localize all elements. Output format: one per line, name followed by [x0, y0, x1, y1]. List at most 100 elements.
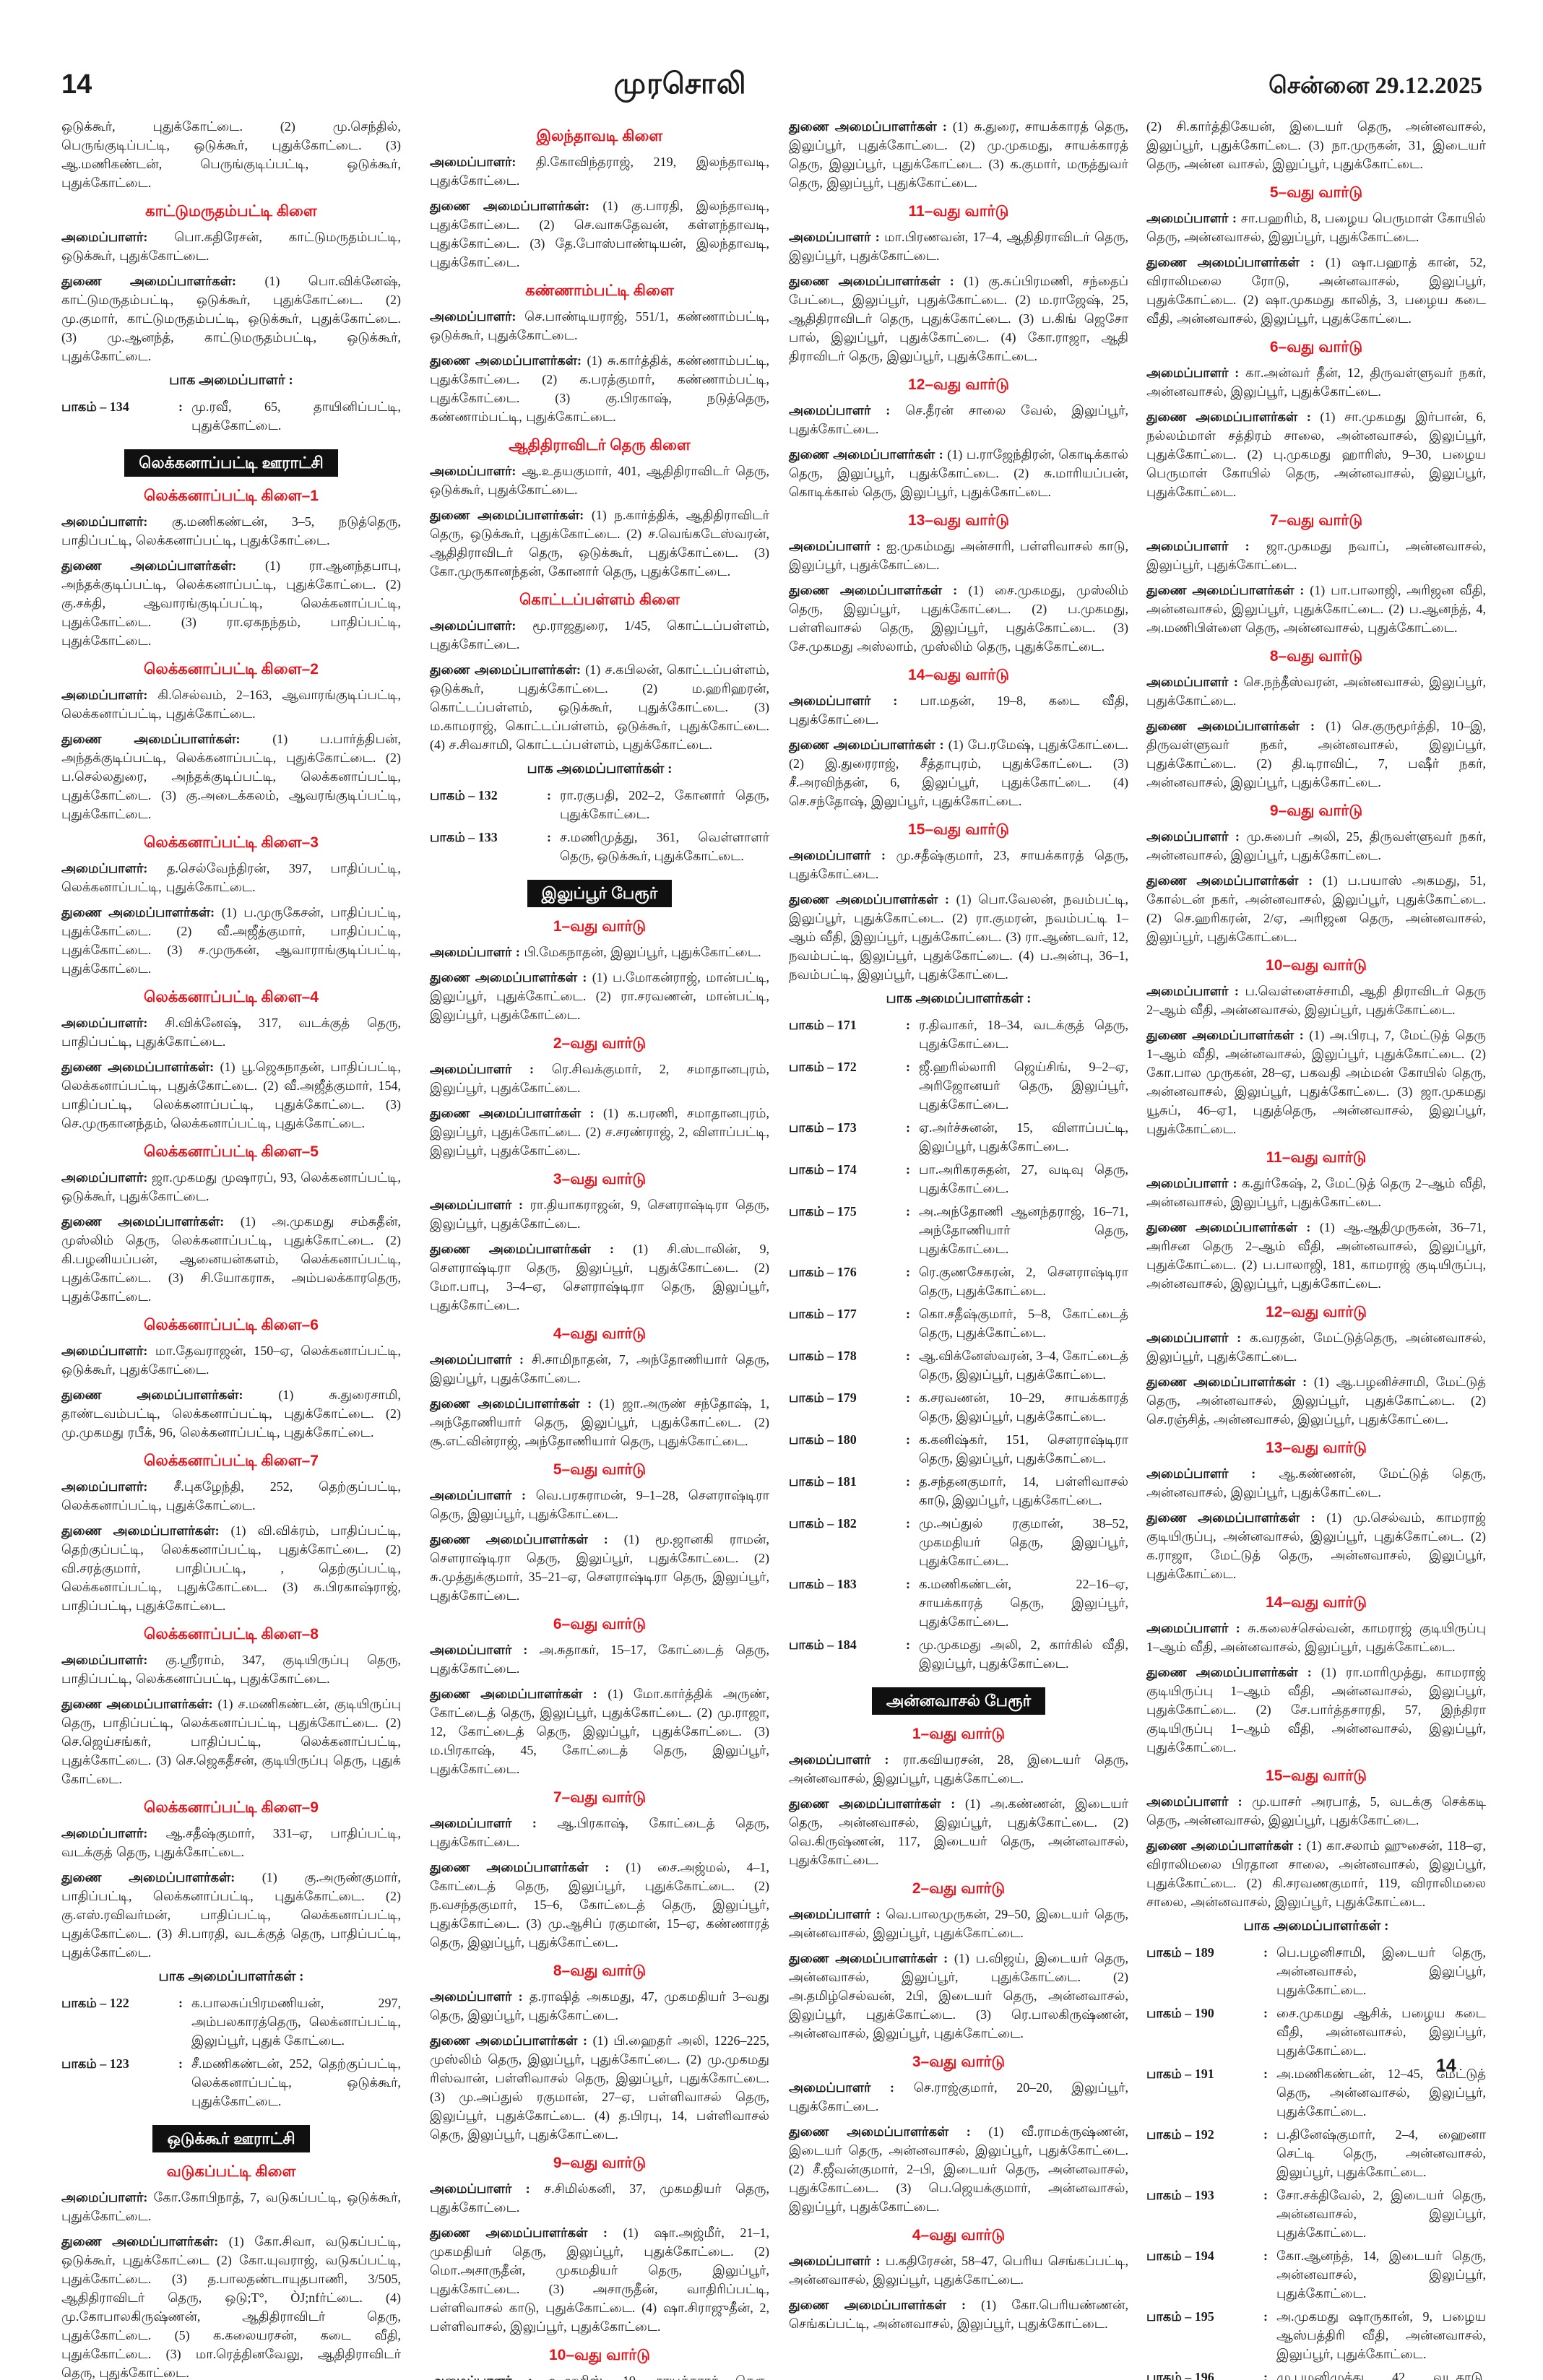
separator: :	[906, 1162, 910, 1177]
header-page-number: 14	[61, 69, 92, 100]
organizer-paragraph: துணை அமைப்பாளர்கள்: (1) ந.கார்த்திக், ஆத…	[430, 508, 769, 579]
organizer-paragraph: துணை அமைப்பாளர்கள் : (1) ப.விஜய், இடையர்…	[789, 1951, 1128, 2041]
branch-ward-header: லெக்கனாப்பட்டி கிளை–7	[144, 1453, 319, 1469]
branch-ward-header: கொட்டப்பள்ளம் கிளை	[519, 592, 680, 608]
part-organizer-detail: சை.முகமது ஆசிக், பழைய கடை வீதி, அன்னவாசல…	[1276, 2006, 1486, 2058]
branch-ward-header: 12–வது வார்டு	[1266, 1304, 1367, 1320]
role-label: துணை அமைப்பாளர்கள் :	[789, 274, 964, 288]
role-label: துணை அமைப்பாளர்கள்:	[61, 1523, 231, 1538]
role-label: துணை அமைப்பாளர்கள்:	[430, 199, 603, 213]
panchayat-header: ஒடுக்கூர் ஊராட்சி	[152, 2125, 310, 2152]
part-organizer-row: பாகம் – 176: ரெ.குணசேகரன், 2, சௌராஷ்டிரா …	[789, 1263, 1128, 1300]
organizer-paragraph: துணை அமைப்பாளர்கள் : (1) சை.அஜ்மல், 4–1,…	[430, 1860, 769, 1950]
part-number: பாகம் – 122	[61, 1996, 129, 2010]
column-1: ஒடுக்கூர், புதுக்கோட்டை. (2) மு.செந்தில்…	[61, 117, 401, 2380]
separator: :	[1263, 2067, 1268, 2081]
role-label: துணை அமைப்பாளர்கள் :	[1146, 1665, 1321, 1679]
role-label: அமைப்பாளர் :	[430, 1352, 532, 1367]
role-label: துணை அமைப்பாளர்கள் :	[1146, 255, 1326, 269]
branch-ward-header: லெக்கனாப்பட்டி கிளை–5	[144, 1143, 319, 1160]
role-label: அமைப்பாளர்:	[61, 230, 175, 244]
branch-ward-header: லெக்கனாப்பட்டி கிளை–2	[144, 661, 319, 678]
branch-ward-header: 13–வது வார்டு	[1266, 1440, 1367, 1456]
role-label: அமைப்பாளர் :	[430, 1488, 536, 1502]
organizer-paragraph: அமைப்பாளர்: கு.ஸ்ரீராம், 347, குடியிருப்…	[61, 1653, 401, 1686]
part-organizer-row: பாகம் – 195: அ.முகமது ஷாருகான், 9, பழைய ஆ…	[1146, 2307, 1486, 2363]
role-label: அமைப்பாளர்:	[61, 514, 172, 529]
branch-ward-header: ஆதிதிராவிடர் தெரு கிளை	[509, 437, 691, 454]
organizer-paragraph: துணை அமைப்பாளர்கள் : (1) மோ.கார்த்திக் அ…	[430, 1687, 769, 1776]
part-number: பாகம் – 191	[1146, 2067, 1214, 2081]
role-label: துணை அமைப்பாளர்கள் :	[789, 119, 953, 134]
organizer-paragraph: அமைப்பாளர்: மூ.ராஜதுரை, 1/45, கொட்டப்பள்…	[430, 618, 770, 652]
part-organizer-detail: கோ.ஆனந்த், 14, இடையர் தெரு, அன்னவாசல், இ…	[1276, 2249, 1486, 2301]
role-label: அமைப்பாளர் :	[430, 2373, 549, 2380]
organizer-paragraph: அமைப்பாளர் : பி.மேகநாதன், இலுப்பூர், புத…	[430, 945, 761, 959]
organizer-paragraph: அமைப்பாளர் : க.வரதன், மேட்டுத்தெரு, அன்ன…	[1146, 1330, 1487, 1364]
role-label: துணை அமைப்பாளர்கள் :	[1146, 873, 1323, 888]
part-organizer-row: பாகம் – 192: ப.தினேஷ்குமார், 2–4, ஹைனா செ…	[1146, 2125, 1486, 2181]
role-label: துணை அமைப்பாளர்கள் :	[430, 1532, 624, 1546]
organizer-paragraph: துணை அமைப்பாளர்கள்: (1) வி.விக்ரம், பாதி…	[61, 1523, 401, 1613]
organizer-paragraph: அமைப்பாளர் : க.துர்கேஷ், 2, மேட்டுத் தெர…	[1146, 1176, 1487, 1209]
part-number: பாகம் – 184	[789, 1637, 857, 1652]
branch-ward-header: 7–வது வார்டு	[1269, 512, 1363, 529]
role-label: துணை அமைப்பாளர்கள் :	[430, 1242, 634, 1256]
part-number: பாகம் – 175	[789, 1204, 857, 1219]
role-label: துணை அமைப்பாளர்கள்:	[61, 1388, 279, 1402]
role-label: அமைப்பாளர் :	[789, 403, 906, 417]
organizer-paragraph: அமைப்பாளர் : ரெ.சிவக்குமார், 2, சமாதானபு…	[430, 1062, 769, 1095]
separator: :	[906, 1516, 910, 1531]
part-number: பாகம் – 196	[1146, 2370, 1214, 2380]
role-label: அமைப்பாளர்:	[61, 1653, 165, 1667]
organizer-paragraph: அமைப்பாளர்: சீ.புகழேந்தி, 252, தெற்குப்ப…	[61, 1479, 401, 1513]
role-label: அமைப்பாளர் :	[1146, 1794, 1252, 1809]
part-organizer-detail: அ.அந்தோணி ஆனந்தராஜ், 16–71, அந்தோணியார் …	[919, 1204, 1128, 1256]
role-label: துணை அமைப்பாளர்கள் :	[789, 2298, 982, 2312]
part-number: பாகம் – 177	[789, 1307, 857, 1321]
organizer-paragraph: துணை அமைப்பாளர்கள் : (1) ஷா.அஜ்மீர், 21–…	[430, 2225, 769, 2334]
part-number: பாகம் – 195	[1146, 2309, 1214, 2324]
branch-ward-header: 10–வது வார்டு	[549, 2347, 650, 2363]
organizer-paragraph: துணை அமைப்பாளர்கள் : (1) ரா.மாரிமுத்து, …	[1146, 1665, 1486, 1754]
part-number: பாகம் – 172	[789, 1060, 857, 1074]
separator: :	[906, 1637, 910, 1652]
organizer-paragraph: துணை அமைப்பாளர்கள் : (1) ஷா.பஹாத் கான், …	[1146, 255, 1486, 326]
part-number: பாகம் – 194	[1146, 2249, 1214, 2263]
part-organizer-detail: ரா.ரகுபதி, 202–2, கோனார் தெரு, புதுக்கோட…	[560, 788, 769, 821]
column-3: துணை அமைப்பாளர்கள் : (1) சு.துரை, சாயக்க…	[789, 117, 1128, 2340]
part-organizers-subheader: பாக அமைப்பாளர்கள் :	[527, 761, 673, 776]
part-organizer-detail: பா.அரிகரசுதன், 27, வடிவு தெரு, புதுக்கோட…	[919, 1162, 1128, 1195]
organizer-paragraph: அமைப்பாளர் : ஆ.பிரகாஷ், கோட்டைத் தெரு, ப…	[430, 1816, 769, 1849]
branch-ward-header: 2–வது வார்டு	[553, 1035, 647, 1052]
organizer-paragraph: அமைப்பாளர்: ஆ.உதயகுமார், 401, ஆதிதிராவிட…	[430, 464, 769, 497]
branch-ward-header: வடுகப்பட்டி கிளை	[166, 2163, 296, 2180]
branch-ward-header: லெக்கனாப்பட்டி கிளை–3	[144, 834, 319, 851]
part-number: பாகம் – 180	[789, 1432, 857, 1447]
separator: :	[1263, 2249, 1268, 2263]
organizer-paragraph: துணை அமைப்பாளர்கள் : (1) ஆ.பழனிச்சாமி, ம…	[1146, 1375, 1486, 1427]
branch-ward-header: 7–வது வார்டு	[553, 1789, 647, 1806]
part-organizer-detail: பெ.பழனிசாமி, இடையர் தெரு, அன்னவாசல், இலு…	[1276, 1945, 1486, 1997]
role-label: துணை அமைப்பாளர்கள் :	[789, 447, 948, 462]
role-label: துணை அமைப்பாளர்கள் :	[1146, 583, 1310, 597]
organizer-paragraph: அமைப்பாளர் : மு.சதீஷ்குமார், 23, சாயக்கா…	[789, 848, 1129, 881]
part-number: பாகம் – 179	[789, 1390, 857, 1405]
organizer-paragraph: அமைப்பாளர் : அ.சுதாகர், 15–17, கோட்டைத் …	[430, 1643, 769, 1676]
branch-ward-header: லெக்கனாப்பட்டி கிளை–4	[144, 989, 319, 1005]
role-label: அமைப்பாளர் :	[789, 1907, 886, 1921]
separator: :	[906, 1474, 910, 1489]
organizer-paragraph: அமைப்பாளர் : வெ.பரசுராமன், 9–1–28, சௌராஷ…	[430, 1488, 769, 1521]
role-label: அமைப்பாளர்:	[61, 1479, 174, 1494]
role-label: துணை அமைப்பாளர்கள் :	[789, 583, 969, 597]
role-label: துணை அமைப்பாளர்கள் :	[430, 970, 592, 985]
part-organizer-row: பாகம் – 122: க.பாலசுப்பிரமணியன், 297, அம்…	[61, 1994, 401, 2050]
part-organizer-detail: மு.அப்துல் ரகுமான், 38–52, முகமதியர் தெர…	[919, 1516, 1128, 1568]
organizer-paragraph: துணை அமைப்பாளர்கள் : (1) ஆ.ஆதிமுருகன், 3…	[1146, 1220, 1486, 1291]
branch-ward-header: 15–வது வார்டு	[908, 821, 1009, 838]
organizer-paragraph: துணை அமைப்பாளர்கள் : (1) ப.ராஜேந்திரன், …	[789, 447, 1128, 499]
organizer-paragraph: அமைப்பாளர் : மா.பிரணவன், 17–4, ஆதிதிராவி…	[789, 230, 1129, 263]
organizer-paragraph: அமைப்பாளர் : த.ராஷித் அகமது, 47, முகமதிய…	[430, 1989, 769, 2022]
role-label: துணை அமைப்பாளர்கள் :	[789, 1951, 954, 1965]
masthead-title: முரசொலி	[613, 67, 747, 100]
